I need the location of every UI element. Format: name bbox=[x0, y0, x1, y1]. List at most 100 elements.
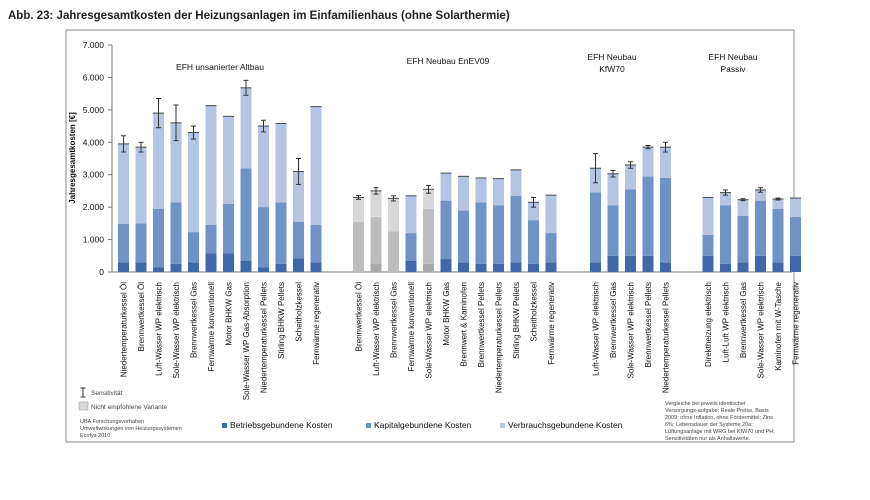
category-label: Sole-Wasser WP elektrisch bbox=[757, 282, 766, 378]
bar-kapital bbox=[660, 177, 671, 263]
bar-betrieb bbox=[240, 260, 252, 272]
bar-verbrauch bbox=[737, 199, 749, 216]
bar-kapital bbox=[135, 223, 147, 263]
bar-betrieb bbox=[118, 262, 129, 272]
legend-verbrauch-label: Verbrauchsgebundene Kosten bbox=[508, 420, 623, 430]
bar-verbrauch bbox=[240, 87, 252, 169]
category-label: Stirling BHKW Pellets bbox=[512, 282, 521, 359]
bar-kapital bbox=[293, 221, 304, 259]
category-label: Motor BHKW Gas bbox=[442, 282, 451, 346]
category-label: Luft-Wasser WP elektrisch bbox=[592, 282, 601, 376]
bar-kapital bbox=[240, 168, 252, 261]
bar-kapital bbox=[642, 176, 654, 256]
bar-verbrauch bbox=[545, 195, 557, 234]
bar-verbrauch bbox=[440, 173, 452, 201]
bar-kapital bbox=[790, 216, 801, 256]
bar-betrieb bbox=[205, 253, 217, 272]
group-label-2: EFH Neubau EnEV09 bbox=[407, 56, 490, 66]
category-label: Motor BHKW Gas bbox=[225, 282, 234, 346]
category-label: Fernwärme regenerativ bbox=[547, 282, 556, 365]
bar-verbrauch bbox=[275, 123, 287, 203]
bar-verbrauch bbox=[258, 126, 269, 208]
bar-betrieb bbox=[153, 267, 164, 272]
legend-sensitivity-label: Sensitivität bbox=[91, 390, 123, 397]
category-label: Luft-Luft WP elektrisch bbox=[722, 282, 731, 362]
bar-verbrauch bbox=[702, 197, 714, 235]
bar-verbrauch bbox=[772, 199, 784, 209]
y-tick-label: 5.000 bbox=[83, 105, 105, 115]
bar-betrieb bbox=[423, 263, 434, 272]
footnote-line: Sensitivitäten nur als Anhaltswerte. bbox=[665, 436, 751, 442]
group-label-1: EFH unsanierter Altbau bbox=[176, 62, 264, 72]
bar-verbrauch bbox=[475, 177, 487, 203]
category-label: Brennwert & Kaminofen bbox=[460, 282, 469, 367]
bar-betrieb bbox=[188, 262, 199, 272]
category-label: Brennwertkessel Gas bbox=[609, 282, 618, 358]
bar-betrieb bbox=[720, 263, 731, 272]
category-label: Sole-Wasser WP elektrisch bbox=[172, 282, 181, 378]
bar-kapital bbox=[755, 200, 766, 256]
category-label: Direktheizung elektrisch bbox=[704, 282, 713, 367]
bar-verbrauch bbox=[423, 189, 434, 209]
legend-verbrauch-swatch bbox=[500, 423, 505, 428]
bar-betrieb bbox=[660, 262, 671, 272]
bar-kapital bbox=[440, 200, 452, 260]
bar-verbrauch bbox=[310, 106, 322, 225]
bar-betrieb bbox=[458, 262, 469, 272]
bar-betrieb bbox=[370, 263, 382, 272]
category-label: Brennwertkessel Pellets bbox=[477, 282, 486, 367]
footnote-line: Versorgungs-aufgabe; Reale Preise, Basis bbox=[665, 408, 769, 414]
bar-betrieb bbox=[405, 260, 417, 272]
legend-kapital-swatch bbox=[366, 423, 371, 428]
bar-betrieb bbox=[258, 267, 269, 272]
category-label: Niedertemperaturkessel Pellets bbox=[260, 282, 269, 393]
bar-kapital bbox=[353, 221, 364, 272]
bar-kapital bbox=[423, 208, 434, 264]
bar-kapital bbox=[405, 233, 417, 261]
bar-kapital bbox=[545, 233, 557, 263]
category-label: Fernwärme regenerativ bbox=[312, 282, 321, 365]
bar-verbrauch bbox=[405, 195, 417, 234]
bar-betrieb bbox=[223, 253, 234, 272]
bar-verbrauch bbox=[293, 171, 304, 222]
bar-verbrauch bbox=[642, 147, 654, 177]
bar-betrieb bbox=[493, 263, 504, 272]
y-tick-label: 2.000 bbox=[83, 202, 105, 212]
bar-verbrauch bbox=[660, 147, 671, 178]
group-label-3b: KfW70 bbox=[599, 64, 625, 74]
category-label: Brennwertkessel Gas bbox=[739, 282, 748, 358]
category-label: Fernwärme regenerativ bbox=[792, 282, 801, 365]
bar-verbrauch bbox=[118, 143, 129, 225]
bar-betrieb bbox=[275, 263, 287, 272]
bar-verbrauch bbox=[170, 122, 182, 203]
bar-kapital bbox=[275, 202, 287, 264]
bar-betrieb bbox=[702, 255, 714, 272]
bar-kapital bbox=[153, 208, 164, 268]
bar-verbrauch bbox=[388, 198, 399, 232]
bar-verbrauch bbox=[223, 116, 234, 204]
category-label: Kaminofen mit W-Tasche bbox=[774, 281, 783, 370]
bar-betrieb bbox=[737, 262, 749, 272]
category-label: Niedertemperaturkessel Pellets bbox=[662, 282, 671, 393]
group-label-3a: EFH Neubau bbox=[587, 52, 636, 62]
bar-kapital bbox=[370, 216, 382, 264]
category-label: Fernwärme konventionell bbox=[207, 282, 216, 372]
legend-betrieb-label: Betriebsgebundene Kosten bbox=[230, 420, 333, 430]
bar-kapital bbox=[310, 224, 322, 263]
legend-betrieb-swatch bbox=[222, 423, 227, 428]
bar-betrieb bbox=[755, 255, 766, 272]
footnote-line: Vergleiche bei jeweils identischer bbox=[665, 401, 746, 407]
bar-verbrauch bbox=[353, 197, 364, 222]
y-tick-label: 6.000 bbox=[83, 72, 105, 82]
category-label: Luft-Wasser WP elektrisch bbox=[372, 282, 381, 376]
bar-kapital bbox=[625, 189, 636, 256]
bar-kapital bbox=[258, 207, 269, 268]
bar-kapital bbox=[388, 231, 399, 272]
bar-verbrauch bbox=[458, 176, 469, 211]
bar-verbrauch bbox=[188, 132, 199, 233]
bar-betrieb bbox=[310, 262, 322, 272]
bar-verbrauch bbox=[625, 164, 636, 190]
bar-betrieb bbox=[545, 262, 557, 272]
legend-kapital-label: Kapitalgebundene Kosten bbox=[374, 420, 472, 430]
group-label-4a: EFH Neubau bbox=[708, 52, 757, 62]
